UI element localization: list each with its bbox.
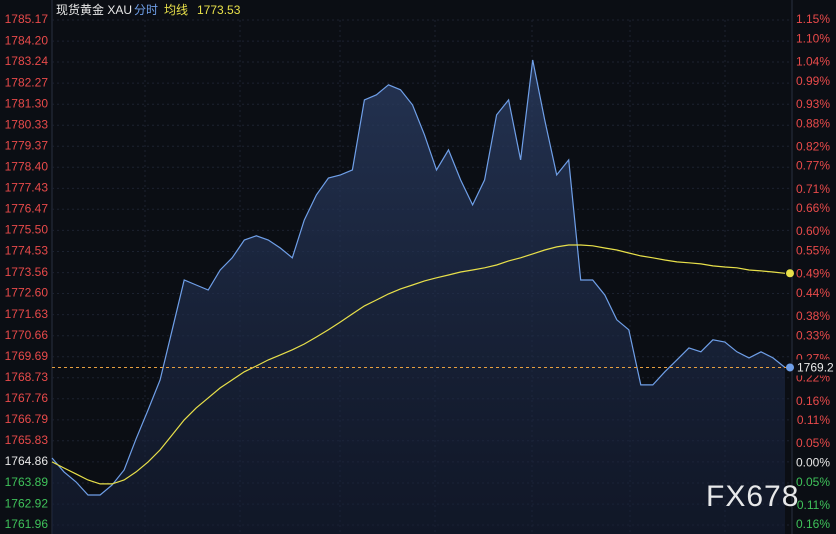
watermark: FX678 bbox=[706, 480, 799, 513]
y2-tick-label: 0.66% bbox=[796, 201, 830, 215]
avg-end-dot bbox=[786, 269, 794, 278]
y-tick-label: 1782.27 bbox=[5, 75, 49, 89]
y-tick-label: 1768.73 bbox=[5, 370, 49, 384]
y-tick-label: 1775.50 bbox=[5, 223, 49, 237]
y2-tick-label: 0.11% bbox=[797, 498, 830, 512]
y-tick-label: 1764.86 bbox=[5, 454, 49, 468]
y2-tick-label: 0.11% bbox=[797, 413, 830, 427]
price-line bbox=[51, 59, 786, 496]
y2-tick-label: 0.44% bbox=[796, 286, 830, 300]
y2-tick-label: 0.82% bbox=[796, 139, 830, 153]
last-price-box bbox=[796, 359, 836, 376]
y2-tick-label: 1.04% bbox=[796, 55, 830, 69]
y2-tick-label: 1.15% bbox=[796, 12, 830, 26]
y2-tick-label: 0.49% bbox=[796, 267, 830, 281]
chart-title: 现货黄金 XAU bbox=[56, 2, 132, 17]
y-tick-label: 1781.30 bbox=[5, 96, 49, 110]
y2-tick-label: 0.55% bbox=[796, 243, 830, 257]
y-tick-label: 1772.60 bbox=[5, 286, 49, 300]
y2-tick-label: 0.60% bbox=[796, 224, 830, 238]
y2-tick-label: 0.16% bbox=[796, 394, 830, 408]
y-tick-label: 1769.69 bbox=[5, 349, 49, 363]
y-tick-label: 1774.53 bbox=[5, 244, 49, 258]
legend-entry: 均线 bbox=[164, 3, 188, 17]
y-tick-label: 1780.33 bbox=[5, 117, 49, 131]
last-price-label: 1769.2 bbox=[797, 361, 834, 375]
y-tick-label: 1762.92 bbox=[5, 496, 49, 510]
y2-tick-label: 0.71% bbox=[796, 182, 830, 196]
y-tick-label: 1766.79 bbox=[5, 412, 49, 426]
avg-value: 1773.53 bbox=[197, 3, 241, 17]
y-tick-label: 1763.89 bbox=[5, 475, 49, 489]
y-tick-label: 1783.24 bbox=[5, 54, 49, 68]
y-tick-label: 1777.43 bbox=[5, 181, 49, 195]
y-tick-label: 1761.96 bbox=[5, 517, 49, 531]
y-tick-label: 1784.20 bbox=[5, 33, 49, 47]
y2-tick-label: 0.00% bbox=[796, 455, 830, 469]
y2-tick-label: 0.88% bbox=[796, 116, 830, 130]
avg-line bbox=[51, 244, 786, 485]
y2-tick-label: 0.38% bbox=[796, 309, 830, 323]
last-price-dot bbox=[786, 363, 794, 372]
y-tick-label: 1785.17 bbox=[5, 12, 49, 26]
y-tick-label: 1776.47 bbox=[5, 201, 49, 215]
y-tick-label: 1771.63 bbox=[5, 307, 49, 321]
y2-tick-label: 0.93% bbox=[796, 97, 830, 111]
y-tick-label: 1767.76 bbox=[5, 391, 49, 405]
y-tick-label: 1773.56 bbox=[5, 265, 49, 279]
y2-tick-label: 0.99% bbox=[796, 74, 830, 88]
price-area bbox=[52, 60, 785, 534]
y-tick-label: 1765.83 bbox=[5, 433, 49, 447]
y2-tick-label: 0.33% bbox=[796, 328, 830, 342]
legend-entry: 分时 bbox=[134, 3, 158, 17]
y2-tick-label: 1.10% bbox=[796, 31, 830, 45]
y2-tick-label: 0.77% bbox=[796, 159, 830, 173]
y-tick-label: 1778.40 bbox=[5, 159, 49, 173]
y-tick-label: 1779.37 bbox=[5, 138, 49, 152]
y-tick-label: 1770.66 bbox=[5, 328, 49, 342]
y2-tick-label: 0.16% bbox=[796, 517, 830, 531]
y2-tick-label: 0.05% bbox=[796, 436, 830, 450]
y2-tick-label: 0.05% bbox=[796, 475, 830, 489]
